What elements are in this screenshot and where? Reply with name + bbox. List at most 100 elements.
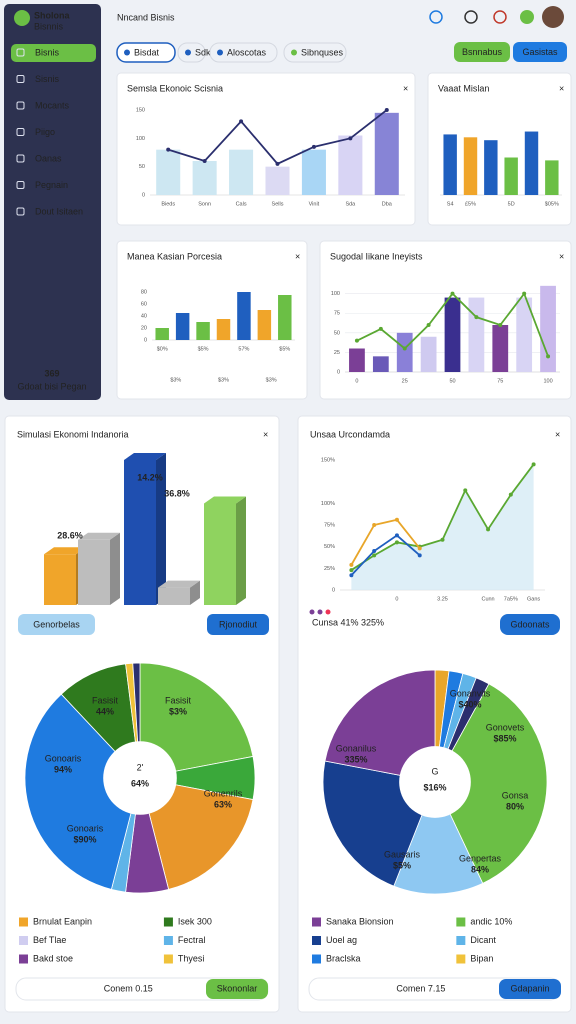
bar <box>338 135 363 195</box>
menu-item[interactable]: Dout Isitaen <box>35 206 83 216</box>
bar <box>44 554 76 605</box>
slice-name: Gonoaris <box>45 753 82 763</box>
tab[interactable] <box>177 42 206 63</box>
legend-swatch <box>19 936 28 945</box>
logo <box>14 10 30 26</box>
sub-label: $3% <box>170 377 181 383</box>
menu-active[interactable] <box>11 44 96 62</box>
x-tick-label: 5D <box>508 201 515 207</box>
legend-label: Bipan <box>470 953 493 963</box>
close-icon[interactable]: × <box>403 83 408 93</box>
y-tick-label: 60 <box>141 301 147 307</box>
card-button-label[interactable]: Gdoonats <box>510 619 550 629</box>
x-tick-label: 25 <box>402 378 408 384</box>
legend-swatch <box>163 917 173 927</box>
menu-icon <box>16 48 25 57</box>
close-icon[interactable]: × <box>295 251 300 261</box>
bar-top <box>78 532 120 540</box>
card-button[interactable] <box>18 614 95 635</box>
menu-item[interactable]: Sisnis <box>35 74 60 84</box>
bar <box>545 160 559 195</box>
line-point <box>166 147 171 152</box>
menu-icon <box>16 181 25 189</box>
legend-swatch <box>456 954 466 964</box>
brand: Sholona <box>34 10 70 20</box>
bar <box>516 297 533 372</box>
x-tick-label: £5% <box>465 201 476 207</box>
page-title: Nncand Bisnis <box>117 12 175 22</box>
line-point <box>508 492 513 497</box>
legend-swatch <box>312 917 321 927</box>
bar-top <box>124 453 166 460</box>
line-point <box>239 119 244 124</box>
close-icon[interactable]: × <box>263 429 268 439</box>
y-tick-label: 75% <box>324 522 335 528</box>
header-icon[interactable] <box>493 10 507 24</box>
close-icon[interactable]: × <box>559 251 564 261</box>
tab[interactable] <box>209 42 278 63</box>
legend-label: Isek 300 <box>178 916 212 926</box>
pie-center: 2' <box>137 762 144 772</box>
tab-icon <box>185 49 191 56</box>
footer-button[interactable] <box>499 979 561 999</box>
card-button[interactable] <box>500 614 560 635</box>
card-button-label[interactable]: Genorbelas <box>33 619 80 629</box>
x-tick-label: Sonn <box>198 201 211 207</box>
bar <box>468 297 485 372</box>
line-point <box>417 546 422 551</box>
tab-label[interactable]: Aloscotas <box>227 47 267 57</box>
menu-item[interactable]: Oanas <box>35 153 62 163</box>
close-icon[interactable]: × <box>559 83 564 93</box>
slice-name: Fasisit <box>92 695 119 705</box>
footer-button-label[interactable]: Skononlar <box>217 983 258 993</box>
footer-button-label[interactable]: Gdapanin <box>510 983 549 993</box>
menu-item[interactable]: Bisnis <box>35 47 60 57</box>
y-tick-label: 150% <box>321 457 335 463</box>
tab-label[interactable]: Bisdat <box>134 47 160 57</box>
pie-center-value: 64% <box>131 778 149 788</box>
action-button[interactable] <box>454 42 510 62</box>
card-button-label[interactable]: Rjonodiut <box>219 619 258 629</box>
slice-label: $40% <box>458 699 481 709</box>
menu-icon <box>16 207 25 216</box>
bar <box>257 310 272 340</box>
close-icon[interactable]: × <box>555 429 560 439</box>
menu-item[interactable]: Pegnain <box>35 180 68 190</box>
line-point <box>450 291 455 296</box>
x-tick-label: 3.25 <box>437 596 448 602</box>
tab-label[interactable]: Sdk <box>195 47 211 57</box>
action-label[interactable]: Bsnnabus <box>462 47 503 57</box>
x-tick-label: 57% <box>238 346 249 352</box>
status-icon[interactable] <box>520 10 534 24</box>
tab-label[interactable]: Sibnquses <box>301 47 344 57</box>
x-tick-label: S4 <box>447 201 454 207</box>
x-tick-label: Sells <box>272 201 284 207</box>
slice-name: Gonoaris <box>67 823 104 833</box>
footer-button[interactable] <box>206 979 268 999</box>
x-tick-label: Sda <box>345 201 356 207</box>
action-label[interactable]: Gasistas <box>522 47 558 57</box>
bar <box>444 297 461 372</box>
x-tick-label: $0% <box>157 346 168 352</box>
card-button[interactable] <box>207 614 269 635</box>
x-tick-label: 0 <box>355 378 358 384</box>
x-tick-label: $05% <box>545 201 559 207</box>
menu-item[interactable]: Piigo <box>35 127 55 137</box>
x-tick-label: Cunn <box>481 596 494 602</box>
line-point <box>486 527 491 532</box>
legend-swatch <box>312 936 321 945</box>
header-icon[interactable] <box>429 10 443 24</box>
tab[interactable] <box>116 42 176 63</box>
sub-label: $3% <box>218 377 229 383</box>
bar <box>484 140 498 195</box>
avatar[interactable] <box>542 6 564 28</box>
x-tick-label: 50 <box>449 378 455 384</box>
bar <box>349 348 365 372</box>
header-icon[interactable] <box>464 10 478 24</box>
pie-slice <box>139 777 254 890</box>
bar <box>374 112 399 195</box>
menu-item[interactable]: Mocants <box>35 100 70 110</box>
tagline: Bisnnis <box>34 21 64 31</box>
tab[interactable] <box>283 42 347 63</box>
action-button[interactable] <box>513 42 567 62</box>
